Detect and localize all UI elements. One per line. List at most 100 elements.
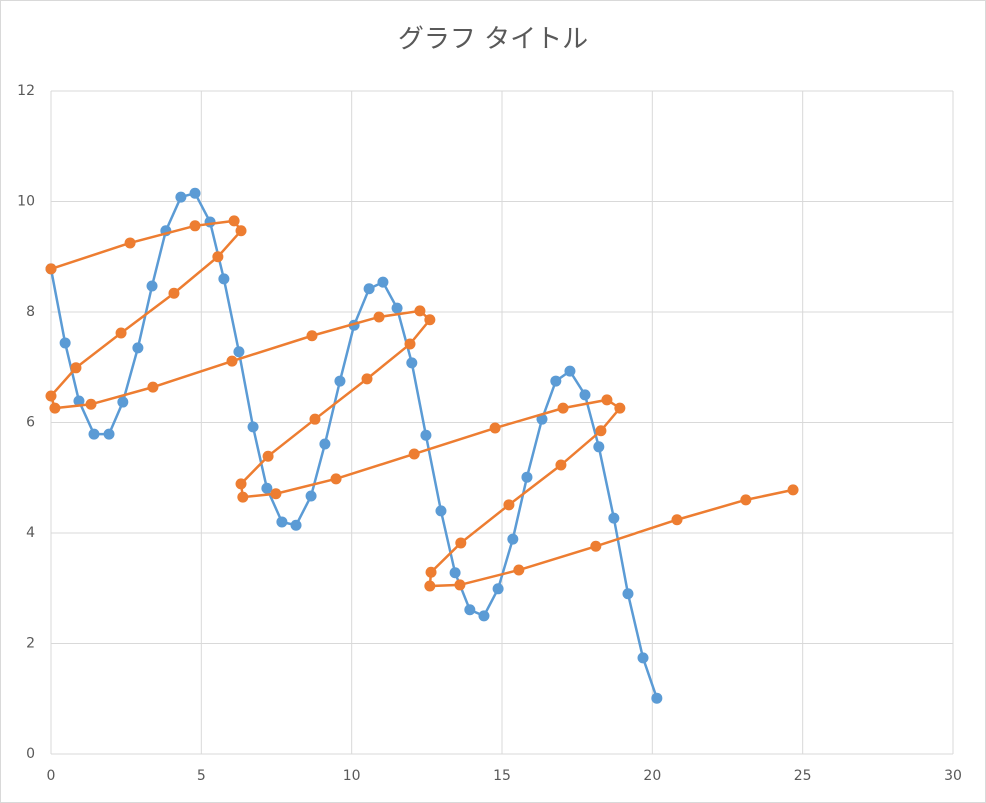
- data-point: [489, 422, 501, 434]
- data-point: [226, 355, 238, 367]
- data-point: [536, 413, 548, 425]
- data-point: [204, 216, 216, 228]
- data-point: [330, 473, 342, 485]
- data-point: [168, 287, 180, 299]
- data-point: [306, 330, 318, 342]
- y-tick-label: 6: [26, 415, 35, 431]
- data-point: [424, 314, 436, 326]
- data-point: [557, 402, 569, 414]
- data-point: [247, 421, 259, 433]
- data-point: [637, 652, 649, 664]
- data-point: [132, 342, 144, 354]
- data-point: [235, 225, 247, 237]
- data-point: [579, 389, 591, 401]
- data-point: [406, 357, 418, 369]
- data-point: [45, 390, 57, 402]
- data-point: [555, 459, 567, 471]
- data-point: [361, 373, 373, 385]
- data-point: [414, 305, 426, 317]
- data-point: [146, 280, 158, 292]
- data-point: [671, 514, 683, 526]
- x-tick-label: 20: [643, 768, 661, 784]
- data-point: [309, 413, 321, 425]
- data-point: [290, 519, 302, 531]
- data-point: [521, 471, 533, 483]
- data-point: [147, 381, 159, 393]
- data-point: [88, 428, 100, 440]
- data-point: [175, 191, 187, 203]
- data-point: [235, 478, 247, 490]
- data-point: [59, 337, 71, 349]
- data-point: [425, 566, 437, 578]
- data-point: [492, 583, 504, 595]
- data-point: [454, 579, 466, 591]
- data-point: [212, 251, 224, 263]
- data-point: [740, 494, 752, 506]
- data-point: [45, 263, 57, 275]
- data-point: [593, 441, 605, 453]
- data-point: [377, 276, 389, 288]
- data-point: [228, 215, 240, 227]
- data-point: [608, 512, 620, 524]
- data-point: [189, 187, 201, 199]
- data-point: [464, 604, 476, 616]
- y-tick-label: 4: [26, 525, 35, 541]
- x-tick-label: 15: [493, 768, 511, 784]
- data-point: [614, 402, 626, 414]
- data-point: [595, 425, 607, 437]
- data-point: [622, 588, 634, 600]
- y-tick-label: 12: [17, 83, 35, 99]
- data-point: [503, 499, 515, 511]
- data-point: [420, 429, 432, 441]
- data-point: [449, 567, 461, 579]
- data-point: [270, 488, 282, 500]
- data-point: [115, 327, 127, 339]
- data-point: [601, 394, 613, 406]
- data-point: [85, 398, 97, 410]
- data-point: [435, 505, 447, 517]
- data-point: [49, 402, 61, 414]
- data-point: [373, 311, 385, 323]
- y-tick-label: 10: [17, 194, 35, 210]
- data-point: [478, 610, 490, 622]
- x-tick-label: 0: [47, 768, 56, 784]
- data-point: [424, 580, 436, 592]
- data-point: [334, 375, 346, 387]
- data-point: [117, 396, 129, 408]
- x-tick-label: 30: [944, 768, 962, 784]
- data-point: [103, 428, 115, 440]
- data-point: [237, 491, 249, 503]
- data-point: [590, 540, 602, 552]
- data-point: [564, 365, 576, 377]
- data-point: [513, 564, 525, 576]
- x-tick-label: 25: [794, 768, 812, 784]
- data-point: [404, 338, 416, 350]
- x-tick-label: 10: [343, 768, 361, 784]
- chart-title: グラフ タイトル: [398, 25, 588, 55]
- data-point: [787, 484, 799, 496]
- data-point: [363, 283, 375, 295]
- data-point: [233, 346, 245, 358]
- y-tick-label: 0: [26, 746, 35, 762]
- data-point: [261, 482, 273, 494]
- data-point: [218, 273, 230, 285]
- data-point: [73, 395, 85, 407]
- data-point: [651, 692, 663, 704]
- data-point: [124, 237, 136, 249]
- data-point: [408, 448, 420, 460]
- x-tick-label: 5: [197, 768, 206, 784]
- data-point: [455, 537, 467, 549]
- data-point: [70, 362, 82, 374]
- data-point: [262, 450, 274, 462]
- y-tick-label: 8: [26, 304, 35, 320]
- data-point: [305, 490, 317, 502]
- data-point: [550, 375, 562, 387]
- y-tick-label: 2: [26, 636, 35, 652]
- data-point: [276, 516, 288, 528]
- data-point: [391, 302, 403, 314]
- data-point: [507, 533, 519, 545]
- data-point: [319, 438, 331, 450]
- data-point: [189, 220, 201, 232]
